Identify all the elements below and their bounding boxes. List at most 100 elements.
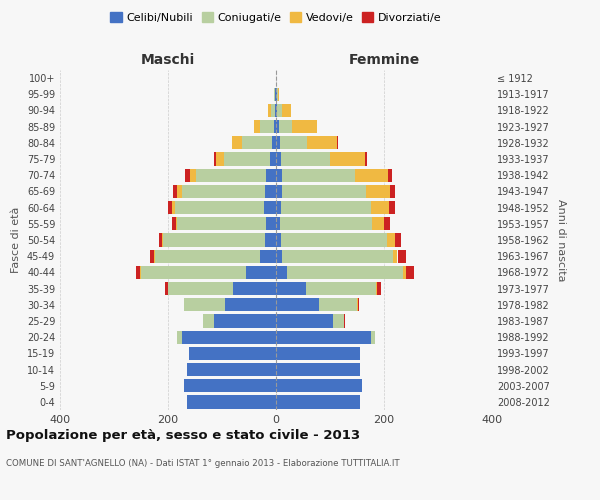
Bar bbox=[391, 185, 395, 198]
Legend: Celibi/Nubili, Coniugati/e, Vedovi/e, Divorziati/e: Celibi/Nubili, Coniugati/e, Vedovi/e, Di… bbox=[106, 8, 446, 28]
Bar bbox=[371, 201, 389, 214]
Bar bbox=[292, 120, 317, 134]
Bar bbox=[168, 201, 172, 214]
Bar bbox=[268, 104, 271, 117]
Bar bbox=[155, 250, 260, 263]
Bar bbox=[242, 136, 272, 149]
Bar bbox=[330, 152, 365, 166]
Bar bbox=[184, 379, 276, 392]
Bar bbox=[215, 152, 224, 166]
Bar bbox=[276, 250, 283, 263]
Text: Popolazione per età, sesso e stato civile - 2013: Popolazione per età, sesso e stato civil… bbox=[6, 430, 360, 442]
Bar bbox=[177, 185, 182, 198]
Text: Maschi: Maschi bbox=[141, 53, 195, 67]
Bar bbox=[376, 282, 377, 295]
Bar bbox=[276, 201, 281, 214]
Bar bbox=[283, 104, 290, 117]
Bar bbox=[276, 363, 360, 376]
Bar bbox=[182, 185, 265, 198]
Bar bbox=[287, 266, 403, 279]
Bar bbox=[172, 201, 175, 214]
Bar bbox=[166, 282, 168, 295]
Bar bbox=[214, 314, 276, 328]
Bar bbox=[372, 217, 384, 230]
Bar bbox=[276, 168, 283, 182]
Bar bbox=[278, 120, 292, 134]
Bar bbox=[276, 266, 287, 279]
Bar bbox=[306, 282, 376, 295]
Bar bbox=[274, 120, 276, 134]
Bar bbox=[388, 168, 392, 182]
Bar bbox=[366, 185, 391, 198]
Bar bbox=[278, 88, 279, 101]
Bar bbox=[387, 234, 395, 246]
Bar bbox=[163, 234, 265, 246]
Bar bbox=[393, 250, 397, 263]
Y-axis label: Anni di nascita: Anni di nascita bbox=[556, 198, 566, 281]
Bar bbox=[159, 234, 161, 246]
Bar bbox=[276, 104, 277, 117]
Bar bbox=[276, 234, 281, 246]
Bar bbox=[281, 152, 330, 166]
Bar bbox=[266, 168, 276, 182]
Bar bbox=[398, 250, 406, 263]
Bar bbox=[276, 346, 360, 360]
Bar bbox=[343, 314, 344, 328]
Bar bbox=[275, 104, 276, 117]
Bar bbox=[384, 217, 391, 230]
Bar bbox=[395, 234, 401, 246]
Text: COMUNE DI SANT'AGNELLO (NA) - Dati ISTAT 1° gennaio 2013 - Elaborazione TUTTITAL: COMUNE DI SANT'AGNELLO (NA) - Dati ISTAT… bbox=[6, 458, 400, 468]
Bar bbox=[203, 314, 214, 328]
Bar bbox=[276, 185, 283, 198]
Bar bbox=[332, 314, 343, 328]
Bar bbox=[266, 217, 276, 230]
Bar bbox=[265, 185, 276, 198]
Bar bbox=[190, 168, 196, 182]
Bar bbox=[276, 282, 306, 295]
Bar bbox=[187, 363, 276, 376]
Bar bbox=[196, 168, 266, 182]
Bar bbox=[260, 250, 276, 263]
Bar bbox=[247, 266, 276, 279]
Bar bbox=[277, 104, 283, 117]
Bar bbox=[307, 136, 337, 149]
Bar bbox=[254, 120, 260, 134]
Bar bbox=[232, 136, 242, 149]
Bar bbox=[403, 266, 406, 279]
Bar bbox=[176, 217, 177, 230]
Bar bbox=[337, 136, 338, 149]
Bar bbox=[276, 314, 332, 328]
Bar bbox=[184, 298, 225, 312]
Bar bbox=[141, 266, 247, 279]
Bar bbox=[276, 396, 360, 408]
Bar bbox=[161, 234, 163, 246]
Bar bbox=[365, 152, 367, 166]
Bar bbox=[264, 201, 276, 214]
Bar bbox=[276, 217, 280, 230]
Bar bbox=[319, 298, 357, 312]
Bar bbox=[149, 250, 154, 263]
Bar bbox=[269, 152, 276, 166]
Bar bbox=[214, 152, 215, 166]
Bar bbox=[377, 282, 382, 295]
Bar bbox=[274, 88, 275, 101]
Bar bbox=[283, 168, 355, 182]
Bar bbox=[276, 152, 281, 166]
Bar bbox=[182, 330, 276, 344]
Text: Femmine: Femmine bbox=[349, 53, 419, 67]
Bar bbox=[187, 396, 276, 408]
Bar bbox=[172, 217, 176, 230]
Bar bbox=[371, 330, 375, 344]
Bar bbox=[276, 330, 371, 344]
Bar bbox=[177, 330, 182, 344]
Bar bbox=[185, 168, 190, 182]
Bar bbox=[260, 120, 274, 134]
Bar bbox=[271, 104, 275, 117]
Bar bbox=[280, 217, 372, 230]
Bar bbox=[225, 298, 276, 312]
Bar bbox=[177, 217, 266, 230]
Bar bbox=[276, 298, 319, 312]
Bar bbox=[136, 266, 140, 279]
Bar bbox=[276, 120, 278, 134]
Bar bbox=[272, 136, 276, 149]
